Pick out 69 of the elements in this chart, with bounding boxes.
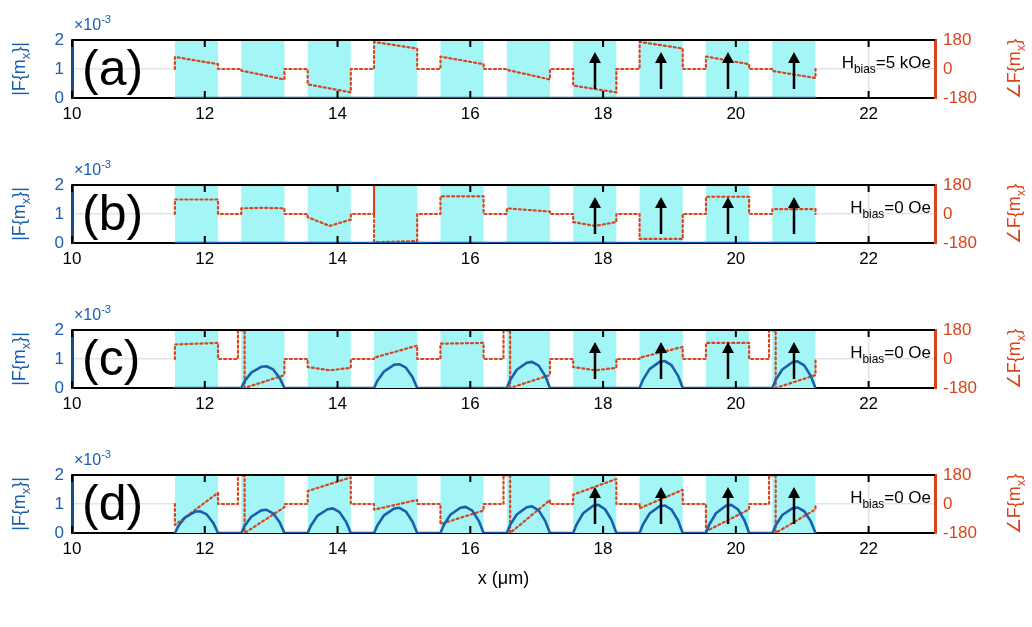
annotation: (a) bbox=[82, 39, 144, 96]
y2-tick-label: 180 bbox=[943, 174, 972, 194]
x-tick-label: 22 bbox=[859, 248, 879, 268]
x-tick-label: 20 bbox=[726, 248, 746, 268]
y-axis-title: |F{mx}| bbox=[8, 477, 34, 531]
x-tick-label: 16 bbox=[460, 103, 480, 123]
x-tick-label: 12 bbox=[195, 103, 215, 123]
y2-tick-label: 0 bbox=[943, 493, 953, 513]
line-series bbox=[173, 475, 817, 533]
x-tick-label: 14 bbox=[328, 538, 347, 558]
y2-tick-label: 0 bbox=[943, 348, 953, 368]
x-tick-label: 12 bbox=[195, 538, 215, 558]
y2-axis-title: ∠F{mx} bbox=[1003, 183, 1029, 245]
y2-axis-title: ∠F{mx} bbox=[1003, 38, 1029, 100]
y2-axis-title: ∠F{mx} bbox=[1003, 328, 1029, 390]
line-series bbox=[173, 185, 817, 243]
y2-tick-label: -180 bbox=[943, 522, 978, 542]
annotation: (d) bbox=[82, 474, 144, 531]
y-tick-label: 1 bbox=[54, 203, 64, 223]
y2-axis-title: ∠F{mx} bbox=[1003, 473, 1029, 535]
y-tick-label: 0 bbox=[54, 87, 64, 107]
x-tick-label: 20 bbox=[726, 393, 746, 413]
y2-tick-label: 180 bbox=[943, 464, 972, 484]
x-tick-label: 18 bbox=[593, 538, 613, 558]
y-tick-label: 2 bbox=[54, 319, 64, 339]
x-tick-label: 18 bbox=[593, 393, 613, 413]
x-tick-label: 16 bbox=[460, 393, 480, 413]
x-tick-label: 18 bbox=[593, 248, 613, 268]
x-tick-label: 18 bbox=[593, 103, 613, 123]
x-tick-label: 16 bbox=[460, 248, 480, 268]
y2-tick-label: -180 bbox=[943, 232, 978, 252]
x-tick-label: 22 bbox=[859, 103, 879, 123]
x-tick-label: 22 bbox=[859, 538, 879, 558]
x-axis-title: x (μm) bbox=[477, 567, 530, 588]
x-tick-label: 10 bbox=[62, 248, 82, 268]
y-axis-title: |F{mx}| bbox=[8, 332, 34, 386]
y2-tick-label: -180 bbox=[943, 87, 978, 107]
x-tick-label: 12 bbox=[195, 393, 215, 413]
line-series bbox=[173, 330, 817, 388]
y-tick-label: 0 bbox=[54, 377, 64, 397]
y-tick-label: 0 bbox=[54, 522, 64, 542]
y-tick-label: 0 bbox=[54, 232, 64, 252]
x-tick-label: 12 bbox=[195, 248, 215, 268]
line-series bbox=[173, 40, 817, 94]
x-tick-label: 14 bbox=[328, 393, 347, 413]
y-axis-title: |F{mx}| bbox=[8, 42, 34, 96]
y-axis-title: |F{mx}| bbox=[8, 187, 34, 241]
annotation: (b) bbox=[82, 184, 144, 241]
y-tick-label: 1 bbox=[54, 493, 64, 513]
x-tick-label: 10 bbox=[62, 103, 82, 123]
x-tick-label: 10 bbox=[62, 393, 82, 413]
y-tick-label: 1 bbox=[54, 58, 64, 78]
x-tick-label: 14 bbox=[328, 248, 347, 268]
y-tick-label: 1 bbox=[54, 348, 64, 368]
x-tick-label: 20 bbox=[726, 538, 746, 558]
y-tick-label: 2 bbox=[54, 29, 64, 49]
x-tick-label: 14 bbox=[328, 103, 347, 123]
y2-tick-label: 0 bbox=[943, 58, 953, 78]
x-tick-label: 10 bbox=[62, 538, 82, 558]
y2-tick-label: -180 bbox=[943, 377, 978, 397]
x-tick-label: 22 bbox=[859, 393, 879, 413]
annotation: (c) bbox=[82, 329, 141, 386]
y2-tick-label: 0 bbox=[943, 203, 953, 223]
x-tick-label: 20 bbox=[726, 103, 746, 123]
x-tick-label: 16 bbox=[460, 538, 480, 558]
y-tick-label: 2 bbox=[54, 174, 64, 194]
y-tick-label: 2 bbox=[54, 464, 64, 484]
y2-tick-label: 180 bbox=[943, 29, 972, 49]
y2-tick-label: 180 bbox=[943, 319, 972, 339]
